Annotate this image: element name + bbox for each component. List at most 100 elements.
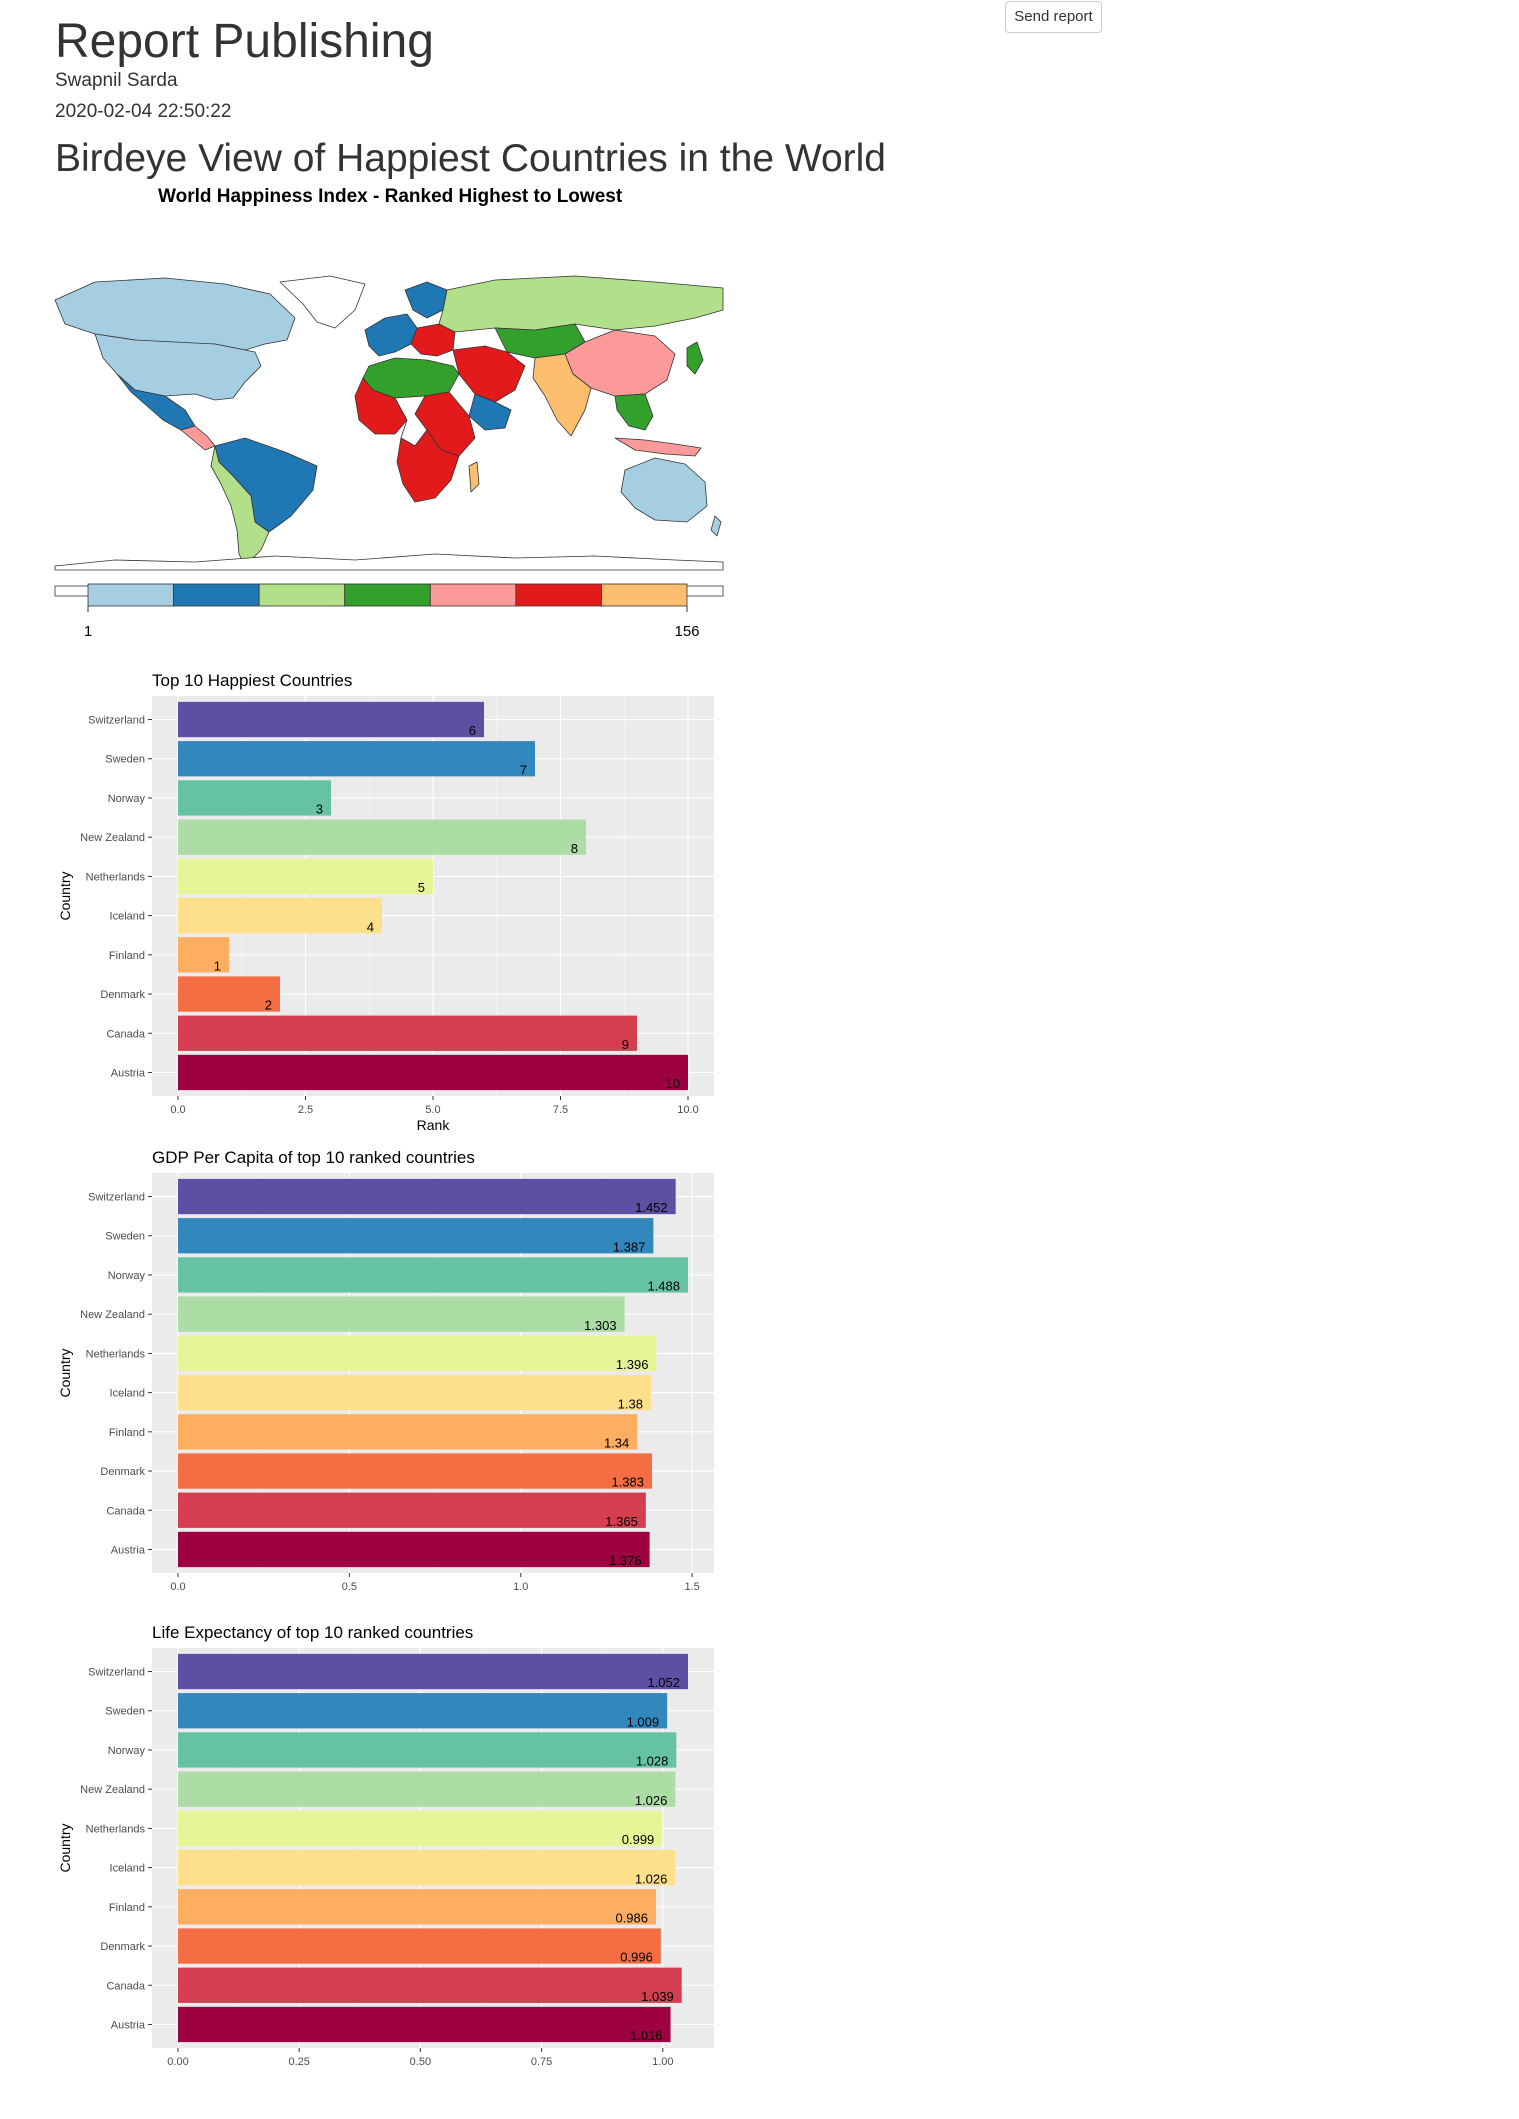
bar-iceland xyxy=(178,1374,651,1411)
map-region-south-africa xyxy=(396,429,460,503)
bar-canada xyxy=(178,1967,682,2003)
y-tick-label: Sweden xyxy=(105,1231,145,1243)
y-tick-label: Switzerland xyxy=(88,715,145,727)
bar-value-label: 1.383 xyxy=(611,1475,644,1490)
y-tick-label: Denmark xyxy=(100,1941,145,1953)
y-tick-label: New Zealand xyxy=(80,1309,145,1321)
bar-value-label: 7 xyxy=(520,762,527,777)
map-region-middle-east xyxy=(452,345,526,403)
map-region-antarctica xyxy=(54,553,724,571)
bar-value-label: 1.026 xyxy=(635,1871,668,1886)
y-tick-label: Austria xyxy=(111,1067,146,1079)
bar-new-zealand xyxy=(178,819,586,855)
bar-value-label: 10 xyxy=(666,1076,680,1091)
bar-value-label: 8 xyxy=(571,841,578,856)
bar-value-label: 1.039 xyxy=(641,1989,674,2004)
bar-value-label: 1.026 xyxy=(635,1793,668,1808)
legend-min-label: 1 xyxy=(84,623,92,640)
bar-finland xyxy=(178,1889,657,1925)
y-tick-label: Norway xyxy=(108,1745,146,1757)
y-tick-label: Netherlands xyxy=(86,1348,146,1360)
report-author: Swapnil Sarda xyxy=(55,70,178,91)
legend-swatch xyxy=(601,583,688,607)
bar-value-label: 2 xyxy=(265,998,272,1013)
bar-austria xyxy=(178,2006,671,2043)
bar-denmark xyxy=(178,976,280,1012)
y-tick-label: Switzerland xyxy=(88,1192,145,1204)
legend-swatch xyxy=(173,583,260,607)
bar-new-zealand xyxy=(178,1296,625,1332)
bar-finland xyxy=(178,1414,638,1450)
bar-value-label: 1.34 xyxy=(604,1435,629,1450)
y-tick-label: Norway xyxy=(108,793,146,805)
section-title: Birdeye View of Happiest Countries in th… xyxy=(55,137,886,180)
y-tick-label: Canada xyxy=(106,1980,145,1992)
map-region-indonesia xyxy=(614,437,702,457)
chart-top10-rank: Top 10 Happiest Countries 6 Switzerland 7 Sw… xyxy=(57,671,714,1133)
bar-iceland xyxy=(178,897,382,934)
bar-netherlands xyxy=(178,1335,657,1372)
y-tick-label: Netherlands xyxy=(86,1823,146,1835)
map-region-europe-west xyxy=(364,313,418,357)
y-tick-label: Austria xyxy=(111,1544,146,1556)
bar-denmark xyxy=(178,1928,661,1964)
bar-value-label: 0.996 xyxy=(620,1950,653,1965)
y-tick-label: Finland xyxy=(109,1902,145,1914)
y-axis-label: Country xyxy=(57,871,73,920)
y-axis-label: Country xyxy=(57,1823,73,1872)
bar-norway xyxy=(178,1257,688,1293)
report-title: Report Publishing xyxy=(55,15,434,68)
bar-value-label: 9 xyxy=(622,1037,629,1052)
bar-sweden xyxy=(178,1218,654,1254)
bar-value-label: 1.016 xyxy=(630,2028,663,2043)
bar-value-label: 0.999 xyxy=(622,1832,655,1847)
x-tick-label: 5.0 xyxy=(425,1104,440,1116)
chart-life-expectancy: Life Expectancy of top 10 ranked countri… xyxy=(57,1623,714,2068)
bar-netherlands xyxy=(178,858,433,895)
chart-title: Top 10 Happiest Countries xyxy=(152,671,352,690)
legend-swatch xyxy=(87,583,174,607)
bar-finland xyxy=(178,937,229,973)
y-tick-label: Sweden xyxy=(105,1706,145,1718)
map-region-india xyxy=(532,353,592,437)
x-tick-label: 0.0 xyxy=(170,1104,185,1116)
x-tick-label: 1.0 xyxy=(513,1581,528,1593)
map-legend: 1 156 xyxy=(54,583,724,640)
bar-netherlands xyxy=(178,1810,663,1847)
x-tick-label: 1.5 xyxy=(684,1581,699,1593)
world-map xyxy=(54,275,724,571)
map-region-japan xyxy=(686,341,704,375)
x-tick-label: 0.00 xyxy=(167,2056,188,2068)
bar-value-label: 1.387 xyxy=(613,1239,646,1254)
y-tick-label: Sweden xyxy=(105,754,145,766)
bar-switzerland xyxy=(178,1178,676,1215)
bar-austria xyxy=(178,1531,650,1568)
map-region-greenland xyxy=(279,275,366,329)
bar-austria xyxy=(178,1054,688,1091)
y-tick-label: Iceland xyxy=(110,911,145,923)
bar-value-label: 0.986 xyxy=(615,1910,648,1925)
x-tick-label: 0.25 xyxy=(288,2056,309,2068)
bar-norway xyxy=(178,1732,677,1768)
map-region-madagascar xyxy=(468,461,480,493)
y-tick-label: Austria xyxy=(111,2019,146,2031)
bar-value-label: 1.376 xyxy=(609,1553,642,1568)
bar-switzerland xyxy=(178,701,484,738)
map-title: World Happiness Index - Ranked Highest t… xyxy=(158,186,623,207)
y-tick-label: Finland xyxy=(109,1427,145,1439)
y-tick-label: Denmark xyxy=(100,989,145,1001)
map-region-europe-east xyxy=(410,323,456,357)
bar-value-label: 1 xyxy=(214,958,221,973)
map-region-new-zealand xyxy=(710,515,722,537)
y-axis-label: Country xyxy=(57,1348,73,1397)
legend-swatch xyxy=(344,583,431,607)
chart-gdp-per-capita: GDP Per Capita of top 10 ranked countrie… xyxy=(57,1148,714,1593)
map-region-central-america xyxy=(180,425,216,451)
x-tick-label: 10.0 xyxy=(677,1104,698,1116)
y-tick-label: New Zealand xyxy=(80,1784,145,1796)
bar-value-label: 1.488 xyxy=(647,1279,680,1294)
legend-swatch xyxy=(429,583,517,607)
map-region-scandinavia xyxy=(404,281,448,319)
chart-title: GDP Per Capita of top 10 ranked countrie… xyxy=(152,1148,475,1167)
send-report-button[interactable]: Send report xyxy=(1005,1,1102,33)
